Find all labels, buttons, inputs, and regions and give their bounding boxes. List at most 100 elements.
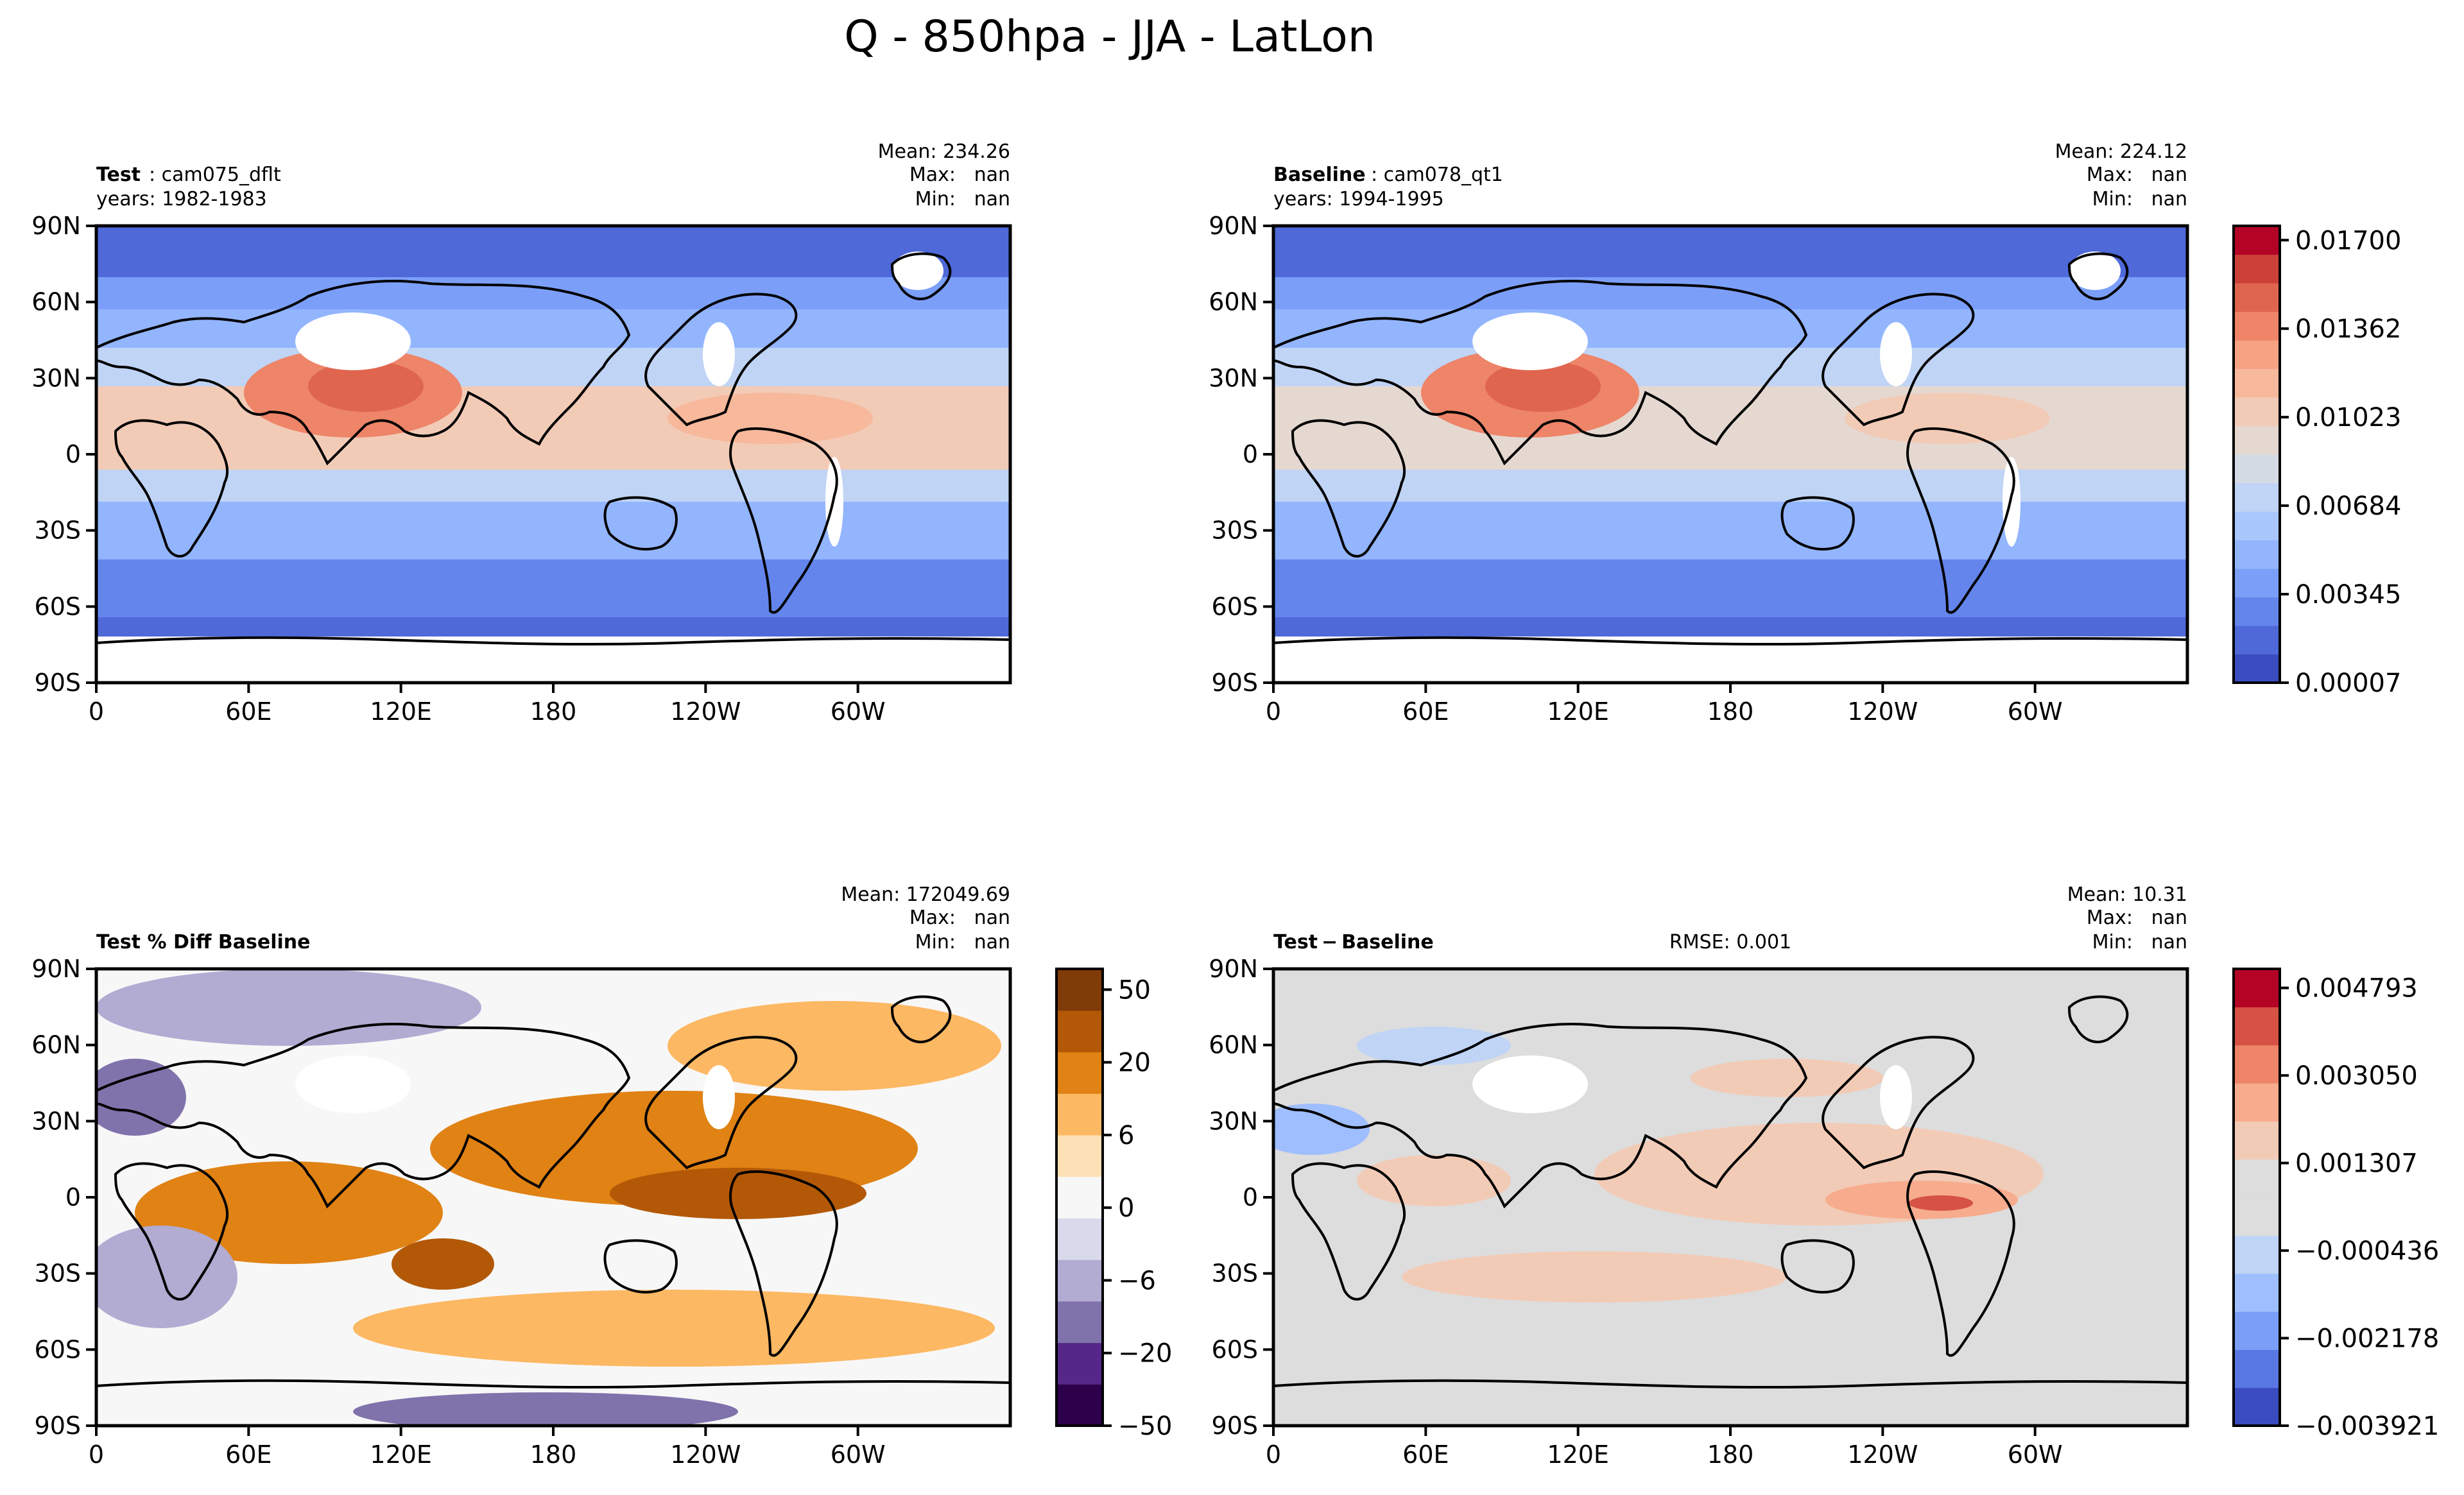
colorbar-segment: [2234, 1311, 2280, 1350]
purple-region-africa: [96, 1059, 186, 1136]
blue-region-north: [1357, 1027, 1511, 1065]
colorbar-tick-label: 0.00345: [2295, 580, 2401, 610]
lat-tick-label: 90N: [31, 955, 81, 983]
colorbar-segment: [2234, 1159, 2280, 1198]
tibet-mask: [1472, 1055, 1588, 1113]
lat-tick-label: 90S: [1212, 669, 1258, 697]
panel-test: 0 60E 120E 180 120W 60W 90N 60N 30N 0 30S 60S 90S Te…: [31, 141, 1012, 726]
panel-label-bold: Baseline: [1273, 164, 1366, 186]
lat-tick-label: 30S: [35, 517, 81, 545]
colorbar-segment: [2234, 340, 2280, 370]
lat-tick-label: 60S: [1212, 592, 1258, 620]
lon-tick-label: 60W: [2008, 697, 2063, 726]
lon-tick-label: 60W: [831, 697, 886, 726]
band-highlat-south: [1273, 560, 2187, 617]
purple-region-antarctic: [353, 1392, 738, 1426]
lon-tick-label: 0: [89, 697, 104, 726]
red-region-south: [1402, 1251, 1787, 1303]
orange-region-southern: [353, 1290, 995, 1367]
figure-title: Q - 850hpa - JJA - LatLon: [844, 12, 1375, 62]
lat-tick-label: 0: [1243, 440, 1258, 468]
rockies-mask: [703, 322, 735, 386]
axis-ticks: 0 60E 120E 180 120W 60W 90N 60N 30N 0 30S 60S 90S: [31, 955, 885, 1469]
lat-tick-label: 30S: [1212, 1260, 1258, 1288]
colorbar-segment: [2234, 397, 2280, 427]
red-region-indian: [1357, 1155, 1511, 1206]
panel-baseline: 0 60E 120E 180 120W 60W 90N 60N 30N 0 30S 60S 90S Ba…: [1209, 141, 2189, 726]
lat-tick-label: 60N: [31, 1031, 81, 1059]
rockies-mask: [703, 1065, 735, 1129]
lon-tick-label: 60E: [1402, 1440, 1449, 1469]
band-highlat-south: [96, 560, 1010, 617]
band-subtropic-north: [1273, 348, 2187, 386]
stat-min: Min: nan: [915, 188, 1010, 210]
colorbar-frame: [1055, 968, 1104, 1427]
colorbar-tick-label: 0.004793: [2295, 974, 2418, 1004]
colorbar-tick-label: 0: [1118, 1193, 1134, 1223]
axis-ticks: 0 60E 120E 180 120W 60W 90N 60N 30N 0 30S 60S 90S: [1209, 212, 2062, 726]
purple-region-south-atlantic: [96, 1226, 237, 1328]
colorbar-segment: [2234, 1387, 2280, 1426]
colorbar-tick-label: 0.00684: [2295, 491, 2401, 521]
stat-min: Min: nan: [2092, 931, 2187, 953]
band-tropics: [96, 386, 1010, 476]
lat-tick-label: 90S: [35, 669, 81, 697]
tibet-mask: [295, 312, 411, 370]
colorbar-tick-label: 6: [1118, 1121, 1134, 1150]
red-region-pacific-max: [1909, 1195, 1973, 1211]
lat-tick-label: 90N: [1209, 212, 1258, 240]
andes-mask: [825, 457, 843, 547]
colorbar-tick-label: −50: [1118, 1412, 1172, 1441]
lat-tick-label: 60S: [1212, 1335, 1258, 1363]
colorbar-segment: [2234, 654, 2280, 683]
lon-tick-label: 0: [1266, 697, 1281, 726]
colorbar-segment: [1056, 1342, 1103, 1385]
lat-tick-label: 60N: [1209, 1031, 1258, 1059]
panel-diff: 0 60E 120E 180 120W 60W 90N 60N 30N 0 30S 60S 90S Te…: [1209, 884, 2189, 1469]
lon-tick-label: 120E: [370, 1440, 432, 1469]
lat-tick-label: 0: [1243, 1183, 1258, 1211]
colorbar-segment: [2234, 283, 2280, 312]
colorbar-segment: [2234, 1121, 2280, 1160]
stat-min: Min: nan: [915, 931, 1010, 953]
east-pacific-moist: [668, 393, 873, 444]
blue-region-atlantic: [1273, 1104, 1370, 1155]
colorbar-segment: [1056, 1384, 1103, 1426]
axis-ticks: 0 60E 120E 180 120W 60W 90N 60N 30N 0 30S 60S 90S: [31, 212, 885, 726]
greenland-mask: [892, 252, 943, 290]
colorbar-tick-label: −0.000436: [2295, 1236, 2439, 1266]
panel-years: years: 1994-1995: [1273, 188, 1444, 210]
band-midlat-south: [1273, 502, 2187, 560]
tibet-mask: [295, 1055, 411, 1113]
colorbar-pctdiff: −50 −20 −6 0 6 20 50: [1055, 968, 1172, 1441]
band-tropics: [1273, 386, 2187, 476]
greenland-mask: [2069, 252, 2121, 290]
colorbar-segment: [2234, 511, 2280, 541]
map-test: [96, 226, 1010, 683]
colorbar-segment: [1056, 1010, 1103, 1053]
colorbar-segment: [2234, 597, 2280, 626]
colorbar-segment: [2234, 1349, 2280, 1388]
monsoon-core: [308, 361, 424, 412]
colorbar-segment: [2234, 454, 2280, 484]
colorbar-tick-label: −6: [1118, 1266, 1156, 1295]
colorbar-segment: [2234, 540, 2280, 569]
colorbar-tick-label: 0.01362: [2295, 314, 2401, 344]
panel-label-rest: : cam078_qt1: [1371, 164, 1503, 186]
colorbar-shared-q: 0.00007 0.00345 0.00684 0.01023 0.01362 0.017…: [2232, 225, 2401, 698]
colorbar-tick-label: 0.003050: [2295, 1061, 2418, 1091]
colorbar-segment: [2234, 368, 2280, 398]
stat-max: Max: nan: [2087, 907, 2187, 929]
colorbar-tick-label: 0.01023: [2295, 403, 2401, 432]
lon-tick-label: 60W: [2008, 1440, 2063, 1469]
purple-region-north: [96, 969, 481, 1046]
lon-tick-label: 120E: [1547, 1440, 1609, 1469]
band-subtropic-north: [96, 348, 1010, 386]
lon-tick-label: 60W: [831, 1440, 886, 1469]
lat-tick-label: 30N: [1209, 1107, 1258, 1135]
lat-tick-label: 30N: [31, 1107, 81, 1135]
band-midlat-south: [96, 502, 1010, 560]
lon-tick-label: 180: [1707, 1440, 1754, 1469]
lon-tick-label: 60E: [1402, 697, 1449, 726]
